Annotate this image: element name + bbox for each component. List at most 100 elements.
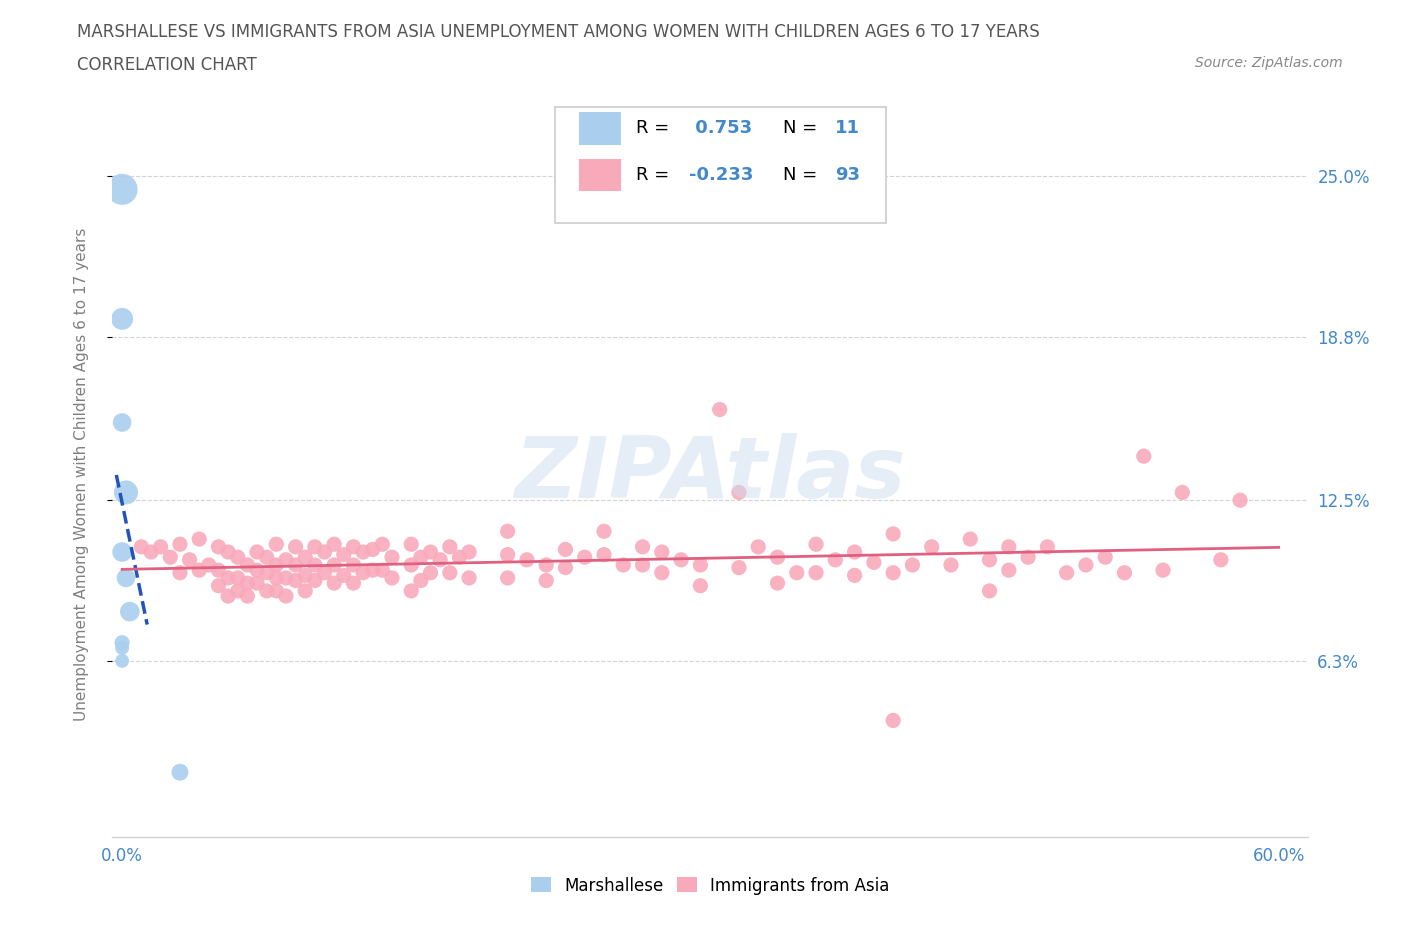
- Point: [256, 565, 278, 580]
- Point: [709, 402, 731, 417]
- Point: [882, 565, 904, 580]
- Text: R =: R =: [636, 119, 675, 137]
- Legend: Marshallese, Immigrants from Asia: Marshallese, Immigrants from Asia: [524, 870, 896, 901]
- Point: [111, 415, 134, 430]
- Point: [323, 576, 346, 591]
- Point: [188, 563, 211, 578]
- Point: [401, 558, 423, 573]
- Text: R =: R =: [636, 166, 675, 183]
- Point: [179, 552, 201, 567]
- Point: [786, 565, 808, 580]
- Point: [458, 545, 481, 560]
- Point: [689, 578, 711, 593]
- Point: [169, 537, 191, 551]
- Point: [246, 563, 269, 578]
- Point: [207, 539, 229, 554]
- Point: [236, 589, 259, 604]
- Point: [217, 570, 239, 585]
- Point: [1171, 485, 1194, 500]
- Point: [246, 545, 269, 560]
- Point: [409, 550, 432, 565]
- Point: [1056, 565, 1078, 580]
- Point: [631, 539, 654, 554]
- Point: [169, 565, 191, 580]
- Text: -0.233: -0.233: [689, 166, 754, 183]
- Point: [111, 545, 134, 560]
- Text: N =: N =: [783, 119, 823, 137]
- Point: [516, 552, 538, 567]
- Point: [631, 558, 654, 573]
- Point: [439, 539, 461, 554]
- Point: [979, 583, 1001, 598]
- Point: [429, 552, 451, 567]
- Point: [274, 589, 297, 604]
- Point: [766, 576, 789, 591]
- Point: [217, 589, 239, 604]
- Point: [409, 573, 432, 588]
- Point: [207, 563, 229, 578]
- Point: [496, 524, 519, 538]
- Point: [294, 550, 316, 565]
- Point: [1209, 552, 1232, 567]
- Point: [998, 563, 1021, 578]
- Point: [159, 550, 181, 565]
- Point: [226, 570, 249, 585]
- Point: [294, 568, 316, 583]
- Point: [401, 583, 423, 598]
- Point: [959, 532, 981, 547]
- Point: [323, 558, 346, 573]
- Point: [111, 635, 134, 650]
- Text: 11: 11: [835, 119, 860, 137]
- Text: MARSHALLESE VS IMMIGRANTS FROM ASIA UNEMPLOYMENT AMONG WOMEN WITH CHILDREN AGES : MARSHALLESE VS IMMIGRANTS FROM ASIA UNEM…: [77, 23, 1040, 41]
- Point: [1036, 539, 1059, 554]
- Point: [804, 565, 827, 580]
- Point: [939, 558, 962, 573]
- Point: [352, 565, 374, 580]
- Point: [612, 558, 634, 573]
- Point: [882, 526, 904, 541]
- Point: [256, 583, 278, 598]
- Point: [554, 560, 576, 575]
- Point: [844, 545, 866, 560]
- Point: [534, 558, 557, 573]
- Point: [554, 542, 576, 557]
- Text: ZIPAtlas: ZIPAtlas: [515, 432, 905, 516]
- Point: [593, 547, 616, 562]
- Point: [728, 560, 751, 575]
- Point: [352, 545, 374, 560]
- Point: [728, 485, 751, 500]
- Point: [149, 539, 172, 554]
- Point: [284, 539, 307, 554]
- Point: [449, 550, 471, 565]
- Point: [342, 539, 364, 554]
- Point: [844, 568, 866, 583]
- Point: [1152, 563, 1174, 578]
- Point: [1094, 550, 1116, 565]
- Point: [236, 558, 259, 573]
- Point: [998, 539, 1021, 554]
- Point: [139, 545, 162, 560]
- Point: [863, 555, 886, 570]
- Text: CORRELATION CHART: CORRELATION CHART: [77, 56, 257, 73]
- Point: [496, 570, 519, 585]
- Point: [294, 583, 316, 598]
- Point: [188, 532, 211, 547]
- Point: [304, 539, 326, 554]
- Point: [284, 573, 307, 588]
- Point: [496, 547, 519, 562]
- Point: [131, 539, 153, 554]
- Text: 93: 93: [835, 166, 860, 183]
- Point: [256, 550, 278, 565]
- Point: [111, 654, 134, 669]
- Point: [419, 545, 441, 560]
- Point: [226, 583, 249, 598]
- Point: [333, 568, 356, 583]
- Point: [304, 573, 326, 588]
- Point: [198, 558, 221, 573]
- Point: [111, 312, 134, 326]
- Point: [651, 565, 673, 580]
- Text: N =: N =: [783, 166, 823, 183]
- Point: [574, 550, 596, 565]
- Point: [1114, 565, 1136, 580]
- Point: [1074, 558, 1097, 573]
